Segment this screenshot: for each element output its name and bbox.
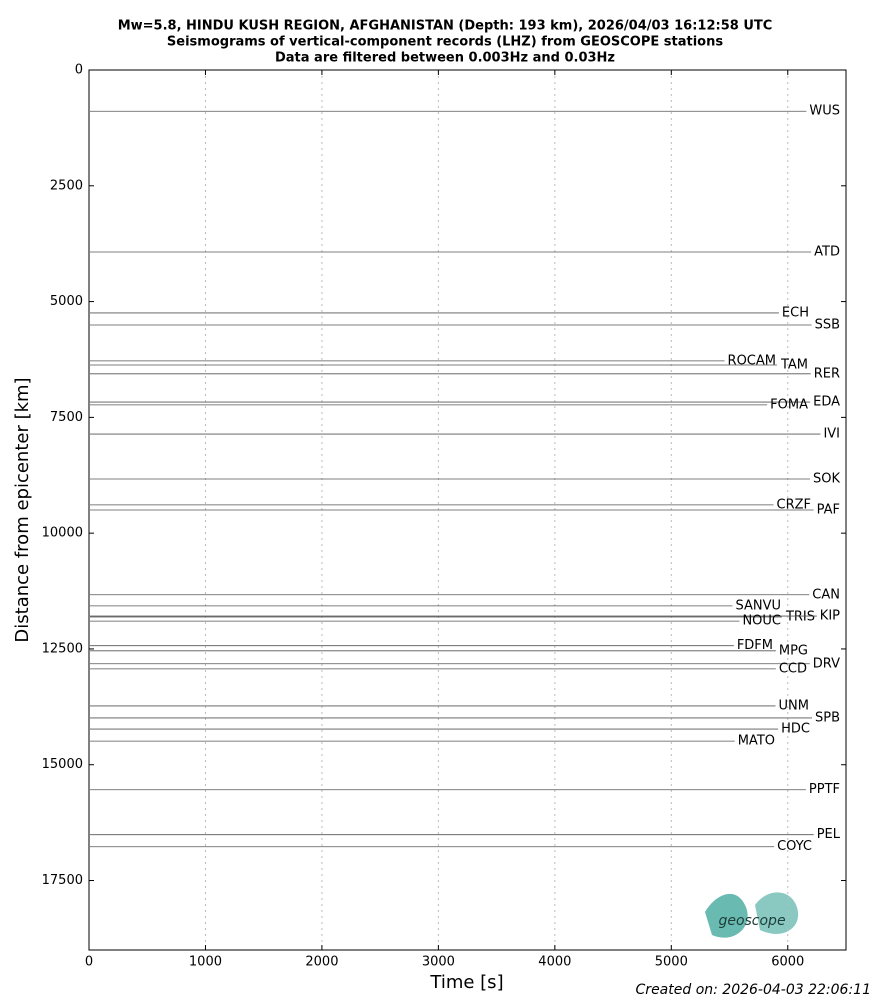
station-label: MATO bbox=[738, 734, 775, 749]
station-label: SSB bbox=[815, 317, 840, 332]
station-label: RER bbox=[814, 366, 840, 381]
station-label: CRZF bbox=[777, 497, 812, 512]
x-tick-label: 5000 bbox=[655, 955, 688, 970]
station-label: DRV bbox=[813, 656, 840, 671]
y-tick-label: 15000 bbox=[42, 757, 83, 772]
station-label: IVI bbox=[823, 427, 840, 442]
chart-subtitle: Data are filtered between 0.003Hz and 0.… bbox=[275, 51, 615, 66]
x-tick-label: 2000 bbox=[305, 955, 338, 970]
station-label: KIP bbox=[820, 609, 840, 624]
station-label: CAN bbox=[812, 587, 840, 602]
station-label: FOMA bbox=[770, 397, 808, 412]
y-tick-label: 12500 bbox=[42, 641, 83, 656]
station-label: CCD bbox=[779, 661, 807, 676]
station-label: TAM bbox=[780, 358, 808, 373]
station-label: FDFM bbox=[737, 638, 773, 653]
y-tick-label: 7500 bbox=[50, 410, 83, 425]
station-label: EDA bbox=[813, 395, 840, 410]
station-label: ECH bbox=[782, 305, 809, 320]
station-label: SOK bbox=[813, 471, 840, 486]
station-label: COYC bbox=[777, 839, 812, 854]
chart-title: Mw=5.8, HINDU KUSH REGION, AFGHANISTAN (… bbox=[118, 19, 773, 34]
station-label: PEL bbox=[817, 827, 841, 842]
station-label: HDC bbox=[781, 722, 810, 737]
x-axis-label: Time [s] bbox=[429, 972, 503, 993]
station-label: SPB bbox=[815, 710, 840, 725]
station-label: UNM bbox=[779, 698, 809, 713]
station-label: WUS bbox=[809, 104, 840, 119]
station-label: SANVU bbox=[735, 598, 781, 613]
y-tick-label: 0 bbox=[75, 63, 83, 78]
station-label: PPTF bbox=[809, 782, 840, 797]
logo-text: geoscope bbox=[718, 913, 785, 929]
station-label: PAF bbox=[817, 503, 840, 518]
x-tick-label: 4000 bbox=[538, 955, 571, 970]
station-label: ROCAM bbox=[728, 353, 776, 368]
logo: geoscope bbox=[705, 892, 799, 938]
y-axis-label: Distance from epicenter [km] bbox=[12, 377, 33, 642]
station-label: NOUC bbox=[742, 614, 781, 629]
x-tick-label: 0 bbox=[85, 955, 93, 970]
x-tick-label: 1000 bbox=[189, 955, 222, 970]
station-label: ATD bbox=[814, 245, 840, 260]
plot-frame bbox=[88, 69, 847, 951]
footer: Created on: 2026-04-03 22:06:11 bbox=[636, 982, 871, 998]
chart-subtitle: Seismograms of vertical-component record… bbox=[167, 35, 723, 50]
x-tick-label: 6000 bbox=[771, 955, 804, 970]
station-label: TRIS bbox=[785, 609, 815, 624]
y-tick-label: 10000 bbox=[42, 526, 83, 541]
station-label: MPG bbox=[779, 643, 808, 658]
y-tick-label: 17500 bbox=[42, 873, 83, 888]
y-tick-label: 2500 bbox=[50, 178, 83, 193]
y-tick-label: 5000 bbox=[50, 294, 83, 309]
x-tick-label: 3000 bbox=[422, 955, 455, 970]
